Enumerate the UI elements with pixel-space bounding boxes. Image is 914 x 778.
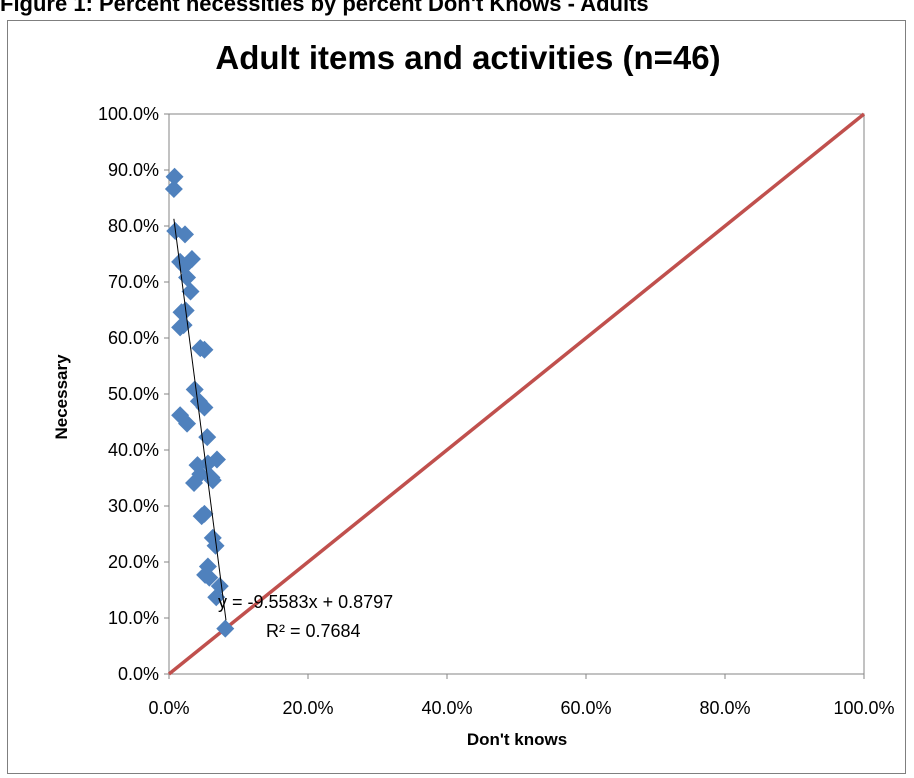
y-tick-label: 100.0% [98,104,159,124]
data-point [195,504,214,523]
y-tick-label: 0.0% [118,664,159,684]
data-point [175,225,194,244]
data-point [165,167,184,186]
data-point [182,250,201,269]
x-tick-label: 100.0% [833,698,894,718]
x-axis-label: Don't knows [467,730,567,749]
y-tick-label: 30.0% [108,496,159,516]
data-point [206,536,225,555]
x-tick-label: 0.0% [148,698,189,718]
y-tick-label: 50.0% [108,384,159,404]
chart-area [7,20,906,774]
y-tick-label: 20.0% [108,552,159,572]
data-point [198,454,217,473]
data-point [207,588,226,607]
trendline-r-squared: R² = 0.7684 [266,621,361,641]
x-tick-label: 80.0% [699,698,750,718]
data-point [195,398,214,417]
data-point [185,474,204,493]
x-tick-label: 40.0% [421,698,472,718]
figure-caption: Figure 1: Percent necessities by percent… [0,0,649,16]
data-point [178,414,197,433]
trendline [173,218,227,621]
x-tick-label: 20.0% [282,698,333,718]
x-axis: 0.0% 20.0% 40.0% 60.0% 80.0% 100.0% [148,674,895,718]
data-point [181,282,200,301]
y-tick-label: 70.0% [108,272,159,292]
data-point [216,619,235,638]
trendline-equation: y = -9.5583x + 0.8797 [218,592,393,612]
y-tick-label: 10.0% [108,608,159,628]
y-tick-label: 40.0% [108,440,159,460]
reference-line [167,112,866,676]
x-tick-label: 60.0% [560,698,611,718]
series-layer [164,112,866,676]
y-tick-label: 90.0% [108,160,159,180]
data-point [195,340,214,359]
y-axis: 0.0% 10.0% 20.0% 30.0% 40.0% 50.0% 60.0% 70.0% 8… [98,104,169,684]
data-point [200,568,219,587]
chart-title: Adult items and activities (n=46) [215,39,720,76]
y-axis-label: Necessary [52,354,71,440]
y-tick-label: 60.0% [108,328,159,348]
y-tick-label: 80.0% [108,216,159,236]
data-point [164,180,183,199]
